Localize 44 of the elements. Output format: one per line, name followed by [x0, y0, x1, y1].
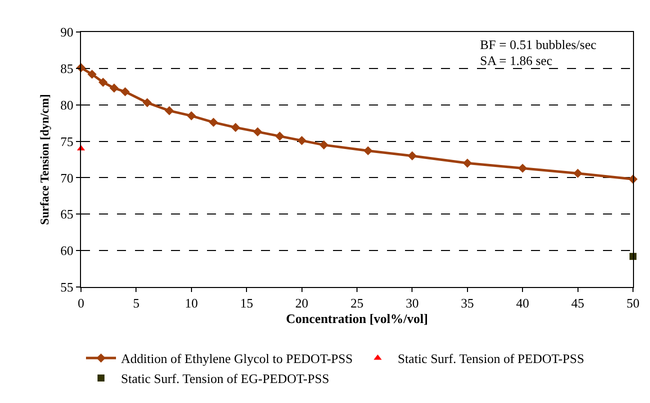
x-tick-label: 10: [184, 296, 198, 311]
point: [518, 164, 528, 173]
point: [319, 140, 328, 150]
point: [408, 151, 417, 160]
point: [87, 70, 97, 79]
x-tick-label: 0: [78, 296, 84, 311]
legend-label: Addition of Ethylene Glycol to PEDOT-PSS: [121, 351, 353, 366]
point: [363, 146, 373, 156]
x-tick-label: 20: [295, 296, 308, 311]
x-tick-label: 50: [626, 296, 640, 311]
y-tick-label: 85: [60, 60, 74, 76]
point: [208, 118, 218, 127]
point: [253, 127, 262, 136]
y-tick-label: 65: [60, 206, 74, 222]
x-tick-label: 15: [240, 296, 254, 311]
y-tick-label: 90: [60, 24, 74, 40]
legend-label: Static Surf. Tension of EG-PEDOT-PSS: [121, 371, 330, 386]
point: [164, 106, 174, 116]
point: [573, 168, 582, 178]
point: [186, 111, 196, 120]
point: [297, 136, 306, 146]
point: [120, 87, 130, 96]
legend-label: Static Surf. Tension of PEDOT-PSS: [398, 351, 584, 366]
x-axis-title: Concentration [vol%/vol]: [286, 311, 428, 326]
point: [275, 132, 284, 141]
point: [231, 122, 240, 132]
x-tick-label: 45: [571, 296, 584, 311]
x-tick-label: 25: [350, 296, 364, 311]
y-tick-label: 75: [60, 134, 74, 149]
x-tick-label: 35: [460, 296, 474, 311]
y-tick-label: 70: [60, 170, 74, 186]
point: [110, 84, 119, 93]
y-tick-label: 55: [60, 280, 74, 295]
y-tick-label: 60: [60, 243, 74, 258]
y-axis-title: Surface Tension [dyn/cm]: [38, 94, 52, 225]
annotation: BF = 0.51 bubbles/sec: [480, 37, 597, 52]
point: [462, 158, 472, 168]
x-tick-label: 30: [406, 296, 419, 311]
y-tick-label: 80: [60, 97, 74, 112]
annotation: SA = 1.86 sec: [480, 53, 553, 68]
x-tick-label: 40: [516, 296, 530, 311]
point: [142, 98, 152, 108]
x-tick-label: 5: [132, 296, 140, 311]
point: [98, 78, 108, 87]
